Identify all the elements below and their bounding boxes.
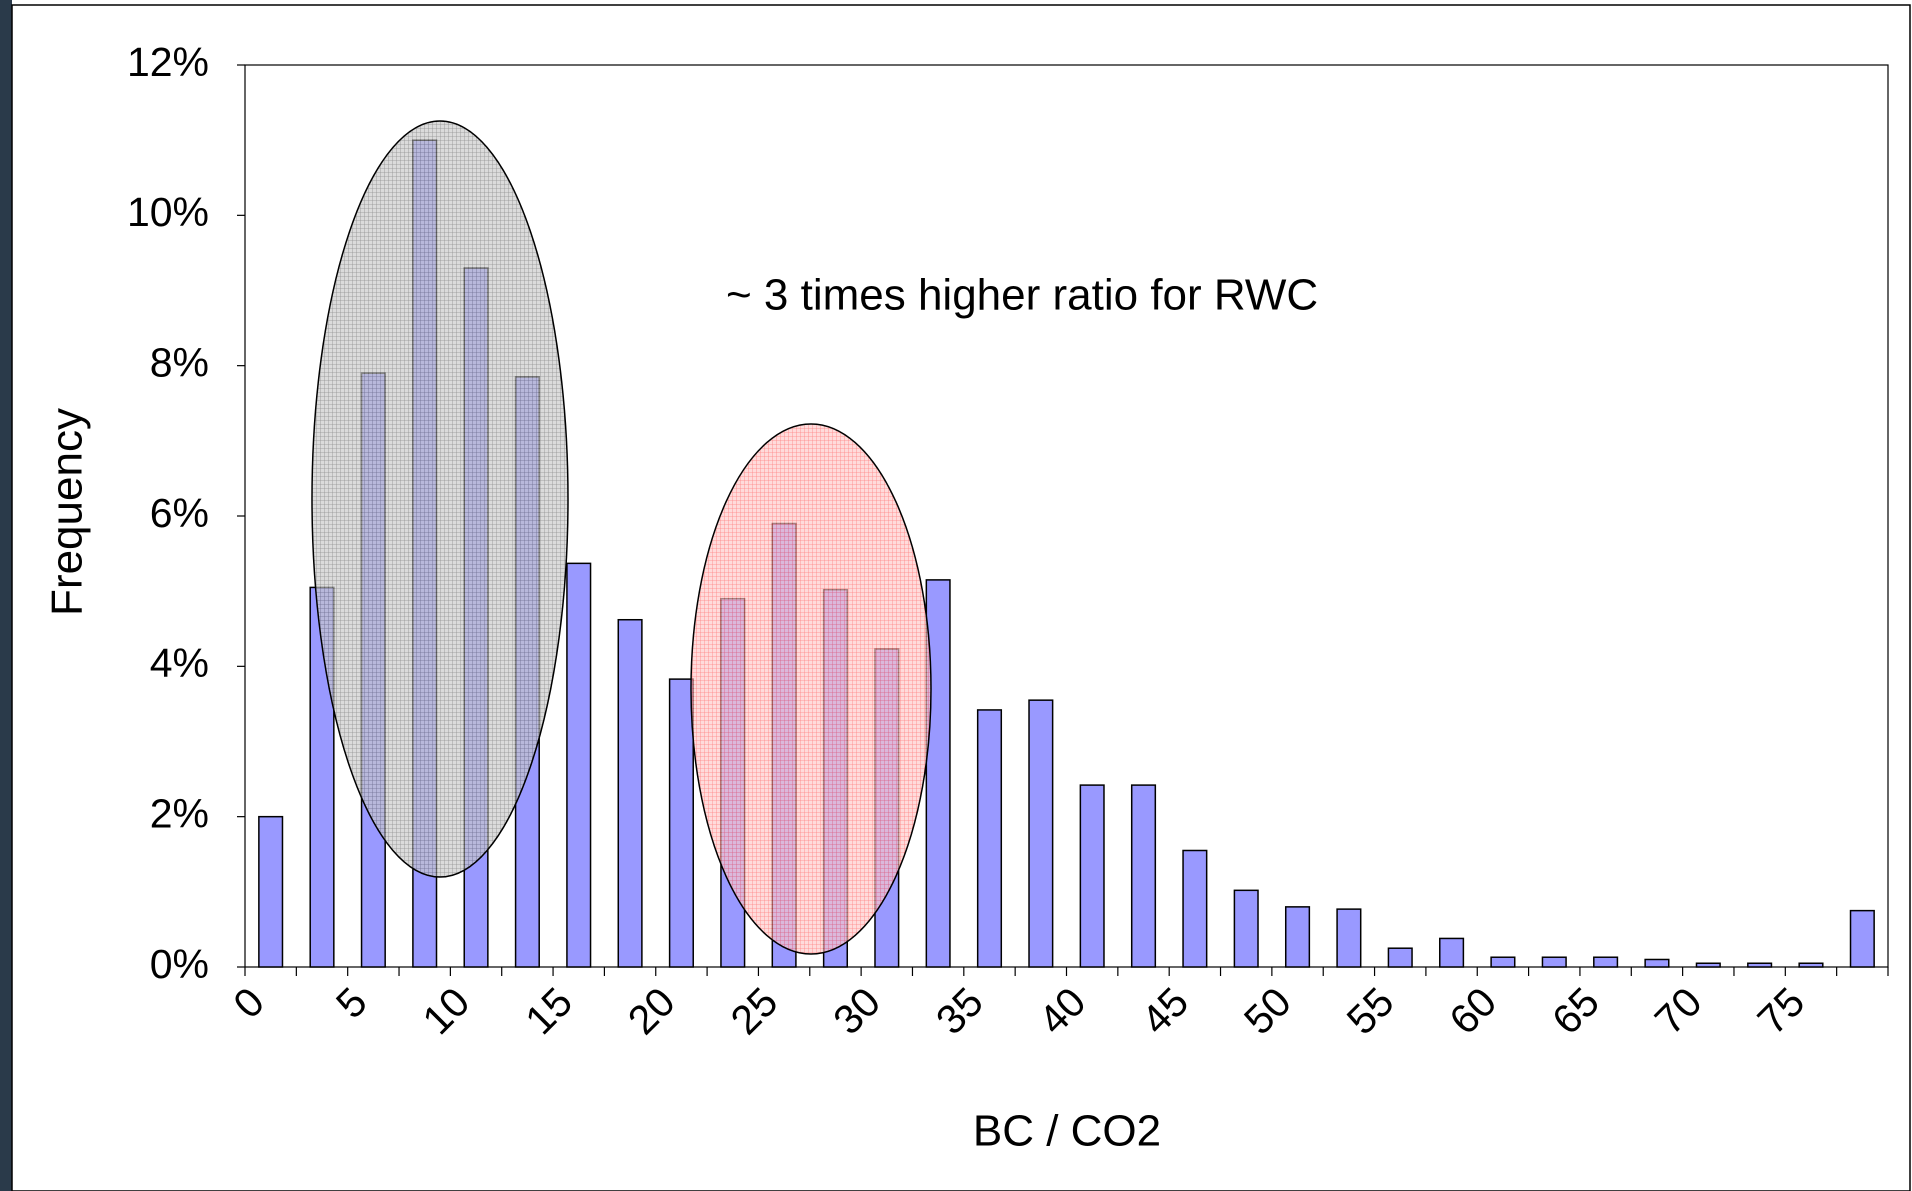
bar <box>1798 962 1824 968</box>
highlight-ellipse <box>311 120 569 878</box>
bar <box>1284 906 1311 968</box>
bar <box>566 562 592 968</box>
bar <box>1644 958 1670 968</box>
y-tick-label: 12% <box>127 39 209 85</box>
y-tick-label: 8% <box>150 339 209 385</box>
bar <box>1695 962 1721 968</box>
bar <box>1079 784 1105 968</box>
bar <box>1336 908 1362 968</box>
bar <box>668 678 694 968</box>
bar <box>1747 962 1773 968</box>
bar <box>258 815 284 968</box>
y-tick-label: 4% <box>150 640 209 686</box>
y-tick-label: 10% <box>127 189 209 235</box>
side-strip <box>0 0 12 1191</box>
bar <box>1490 956 1516 968</box>
bar <box>1849 909 1875 968</box>
bar <box>1233 889 1259 968</box>
y-tick-label: 6% <box>150 490 209 536</box>
bar <box>1130 784 1157 968</box>
bar <box>1593 956 1619 968</box>
highlight-ellipse <box>690 423 932 955</box>
bar <box>925 579 951 968</box>
y-tick-label: 0% <box>150 941 209 987</box>
bar <box>617 618 643 968</box>
bar <box>1541 956 1567 968</box>
bar <box>1182 849 1208 968</box>
bar <box>1439 937 1465 968</box>
y-tick-label: 2% <box>150 790 209 836</box>
bar <box>1028 699 1054 968</box>
x-axis-title: BC / CO2 <box>973 1107 1161 1156</box>
y-axis-title: Frequency <box>43 408 92 616</box>
bar <box>976 709 1003 968</box>
annotation: ~ 3 times higher ratio for RWC <box>726 271 1318 320</box>
bar <box>1387 947 1413 968</box>
